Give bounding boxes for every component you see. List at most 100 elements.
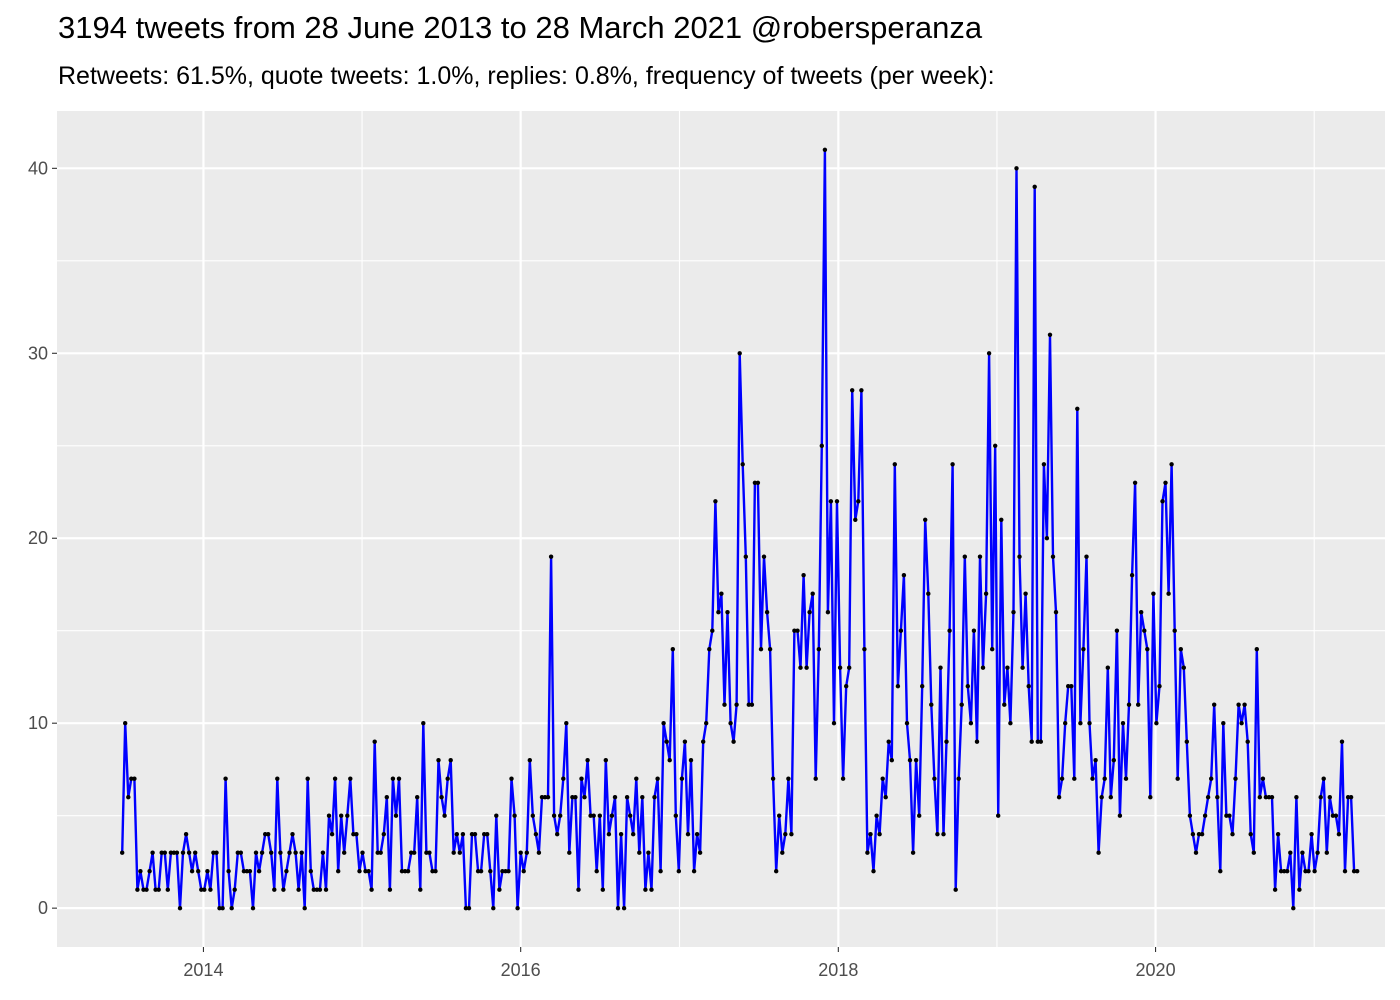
data-point [670, 647, 675, 652]
data-point [1139, 610, 1144, 615]
data-point [1212, 702, 1217, 707]
data-point [548, 554, 554, 559]
data-point [1148, 795, 1153, 800]
data-point [573, 795, 578, 800]
data-point [999, 517, 1004, 522]
data-point [153, 887, 158, 892]
data-point [770, 776, 776, 781]
data-point [1178, 647, 1184, 652]
data-point [898, 628, 904, 633]
data-point [731, 739, 736, 744]
data-point [1166, 591, 1171, 596]
data-point [685, 832, 691, 837]
data-point [877, 832, 882, 837]
data-point [795, 628, 800, 633]
data-point [631, 832, 636, 837]
data-point [1233, 776, 1238, 781]
data-point [1300, 850, 1305, 855]
data-point [357, 869, 362, 874]
data-point [579, 776, 584, 781]
data-point [1108, 795, 1114, 800]
data-point [719, 591, 724, 596]
data-point [1269, 795, 1275, 800]
data-point [1105, 665, 1111, 670]
data-point [564, 721, 569, 726]
data-point [971, 628, 977, 633]
data-point [1342, 869, 1348, 874]
data-point [436, 758, 441, 763]
data-point [783, 832, 788, 837]
plot-panel [57, 111, 1385, 947]
data-point [363, 869, 368, 874]
data-point [640, 795, 645, 800]
data-point [211, 850, 216, 855]
data-point [162, 850, 167, 855]
data-point [1218, 869, 1223, 874]
data-point [421, 721, 426, 726]
data-point [1087, 721, 1092, 726]
data-point [980, 665, 986, 670]
data-point [767, 647, 773, 652]
data-point [1026, 684, 1031, 689]
data-point [1339, 739, 1345, 744]
data-point [780, 850, 785, 855]
data-point [269, 850, 274, 855]
data-point [856, 499, 861, 504]
data-point [624, 795, 630, 800]
data-point [816, 647, 821, 652]
data-point [901, 573, 907, 578]
data-point [621, 906, 627, 911]
data-point [1175, 776, 1180, 781]
data-point [1154, 721, 1159, 726]
data-point [193, 850, 198, 855]
data-point [880, 776, 885, 781]
data-point [588, 813, 593, 818]
data-point [1008, 721, 1013, 726]
data-point [810, 591, 815, 596]
data-point [1288, 850, 1293, 855]
data-point [555, 832, 560, 837]
data-point [938, 665, 943, 670]
data-point [1029, 739, 1034, 744]
data-point [159, 850, 164, 855]
data-point [850, 388, 855, 393]
data-point [944, 739, 949, 744]
data-point [250, 906, 256, 911]
data-point [1348, 795, 1354, 800]
data-point [558, 813, 563, 818]
data-point [1081, 647, 1086, 652]
data-point [868, 832, 873, 837]
data-point [582, 795, 587, 800]
data-point [789, 832, 794, 837]
data-point [253, 850, 259, 855]
data-point [983, 591, 989, 596]
data-point [329, 832, 335, 837]
y-tick-label: 30 [28, 343, 48, 363]
data-point [336, 869, 341, 874]
data-point [600, 887, 605, 892]
data-point [968, 721, 974, 726]
data-point [1120, 721, 1126, 726]
data-point [180, 850, 186, 855]
data-point [442, 813, 447, 818]
data-point [612, 795, 618, 800]
data-point [485, 832, 490, 837]
data-point [412, 850, 417, 855]
data-point [834, 499, 840, 504]
data-point [223, 776, 228, 781]
data-point [679, 776, 685, 781]
data-point [186, 850, 192, 855]
data-point [1248, 832, 1253, 837]
data-point [1272, 887, 1278, 892]
data-point [205, 869, 210, 874]
data-point [1324, 850, 1330, 855]
data-point [725, 610, 730, 615]
data-point [1321, 776, 1326, 781]
data-point [755, 480, 761, 485]
data-point [518, 850, 523, 855]
data-point [716, 610, 721, 615]
data-point [591, 813, 596, 818]
data-point [1075, 406, 1080, 411]
data-point [1221, 721, 1226, 726]
data-point [859, 388, 864, 393]
